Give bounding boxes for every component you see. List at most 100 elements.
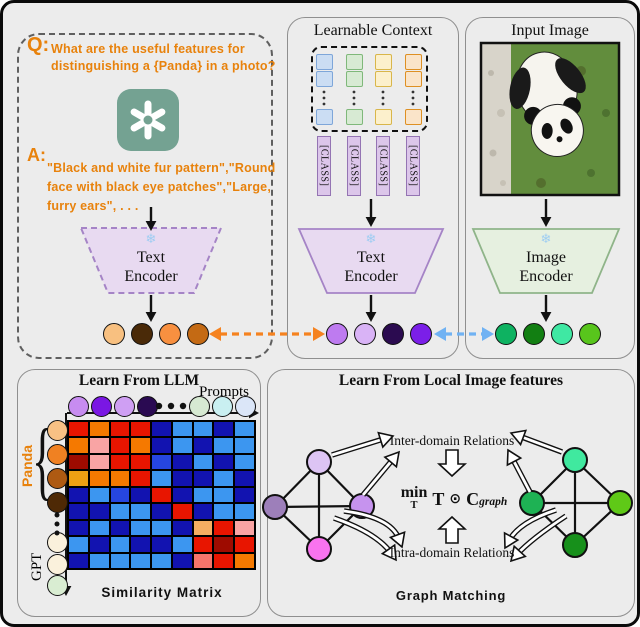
gpt-row-dot [46, 443, 68, 465]
class-token-label: [CLASS] [348, 145, 360, 187]
matrix-cell [110, 422, 130, 437]
context-token [315, 54, 333, 70]
matrix-cell [152, 537, 171, 552]
gpt-row-dot [46, 574, 68, 596]
matrix-cell [110, 438, 130, 453]
answer-label: A: [27, 145, 46, 165]
matrix-cell [214, 487, 234, 503]
context-text-feature-dot [382, 323, 404, 345]
matrix-cell [235, 487, 254, 503]
matrix-cell [193, 553, 213, 568]
matrix-cell [152, 553, 171, 568]
answer-line-3: furry ears", . . . [47, 199, 139, 213]
matrix-cell [214, 520, 234, 536]
context-token [404, 71, 422, 87]
context-token [374, 109, 392, 125]
input-image-title: Input Image [511, 22, 589, 39]
llm-text-feature-dot [131, 323, 153, 345]
class-token-label: [CLASS] [407, 145, 419, 187]
matrix-cell [131, 471, 151, 486]
matrix-cell [69, 422, 88, 437]
cost-matrix-symbol: Cgraph [466, 489, 507, 510]
prompt-column-dot [211, 395, 233, 417]
context-text-feature-dot [354, 323, 376, 345]
image-feature-dot [523, 323, 545, 345]
frozen-snowflake-icon: ❄ [540, 232, 552, 247]
matrix-cell [214, 438, 234, 453]
matrix-cell [235, 537, 254, 552]
matrix-cell [110, 487, 130, 503]
matrix-cell [131, 422, 151, 437]
openai-knot-icon [130, 100, 166, 140]
matrix-cell [152, 454, 171, 470]
learn-from-llm-panel [17, 369, 261, 617]
matrix-cell [89, 422, 109, 437]
text-encoder-line1: Text [356, 249, 386, 266]
class-token-label: [CLASS] [377, 145, 389, 187]
prompt-column-dot [234, 395, 256, 417]
text-encoder-label-llm: Text Encoder [81, 248, 221, 286]
matrix-cell [193, 487, 213, 503]
matrix-cell [152, 504, 171, 519]
matrix-cell [110, 454, 130, 470]
matrix-cell [131, 553, 151, 568]
matrix-cell [214, 422, 234, 437]
matrix-cell [89, 537, 109, 552]
gpt-axis-label: GPT [29, 552, 45, 582]
cost-subscript: graph [479, 495, 508, 508]
image-encoder-label: Image Encoder [473, 248, 619, 286]
matrix-cell [193, 504, 213, 519]
context-token [345, 71, 363, 87]
chatgpt-logo-icon [117, 89, 179, 151]
matrix-cell [214, 553, 234, 568]
matrix-cell [89, 454, 109, 470]
context-token [345, 54, 363, 70]
matrix-cell [172, 520, 192, 536]
matrix-cell [69, 454, 88, 470]
context-token [315, 71, 333, 87]
matrix-cell [172, 504, 192, 519]
matrix-cell [235, 504, 254, 519]
matrix-cell [110, 553, 130, 568]
llm-text-feature-dot [187, 323, 209, 345]
matrix-cell [193, 537, 213, 552]
prompt-column-dot [90, 395, 112, 417]
image-feature-dot [551, 323, 573, 345]
matrix-cell [89, 487, 109, 503]
matrix-cell [172, 471, 192, 486]
matrix-cell [193, 422, 213, 437]
learnable-context-title: Learnable Context [313, 22, 433, 39]
min-text: min [400, 483, 428, 501]
matrix-cell [235, 520, 254, 536]
question-line-1: What are the useful features for [51, 42, 245, 56]
graph-matching-caption: Graph Matching [395, 588, 507, 603]
context-token [315, 109, 333, 125]
gpt-row-dot [46, 531, 68, 553]
llm-text-feature-dot [159, 323, 181, 345]
context-token [374, 54, 392, 70]
matrix-cell [235, 471, 254, 486]
image-feature-dot [579, 323, 601, 345]
image-feature-dot [495, 323, 517, 345]
matrix-cell [193, 471, 213, 486]
matrix-cell [193, 520, 213, 536]
prompt-column-dot [136, 395, 158, 417]
context-tokens-box [311, 46, 428, 132]
matrix-cell [172, 454, 192, 470]
matrix-cell [69, 553, 88, 568]
matrix-cell [152, 471, 171, 486]
question-label: Q: [27, 34, 50, 56]
input-image-panel [465, 17, 635, 359]
class-token: [CLASS] [406, 136, 420, 196]
matrix-cell [235, 422, 254, 437]
cost-symbol: C [466, 488, 480, 509]
context-text-feature-dot [410, 323, 432, 345]
text-encoder-label-context: Text Encoder [299, 248, 443, 286]
intra-domain-label: Intra-domain Relations [389, 545, 515, 560]
context-text-feature-dot [326, 323, 348, 345]
matrix-cell [69, 504, 88, 519]
matrix-cell [131, 487, 151, 503]
matrix-cell [214, 537, 234, 552]
image-encoder-line1: Image [526, 249, 566, 266]
